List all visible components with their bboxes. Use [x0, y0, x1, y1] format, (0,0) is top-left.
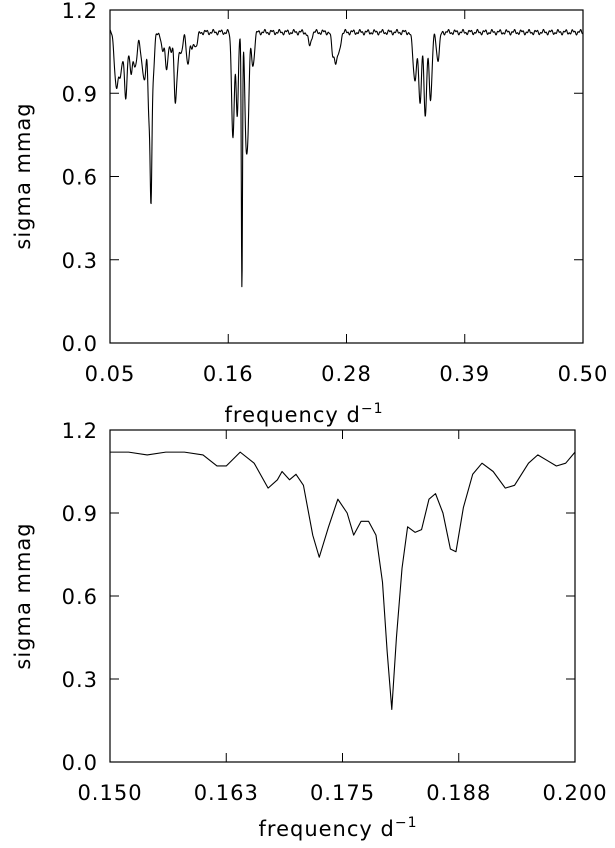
- series-line: [109, 28, 584, 288]
- bottom-chart-panel: sigma mmag frequency d−1 0.150 0.163 0.175…: [11, 419, 607, 841]
- y-tick-label: 0.9: [62, 502, 98, 526]
- y-tick-label: 0.3: [62, 668, 98, 692]
- y-tick-label: 1.2: [62, 0, 98, 23]
- y-tick-label: 0.3: [62, 249, 98, 273]
- series-line: [110, 451, 576, 710]
- y-tick-label: 0.0: [62, 751, 98, 775]
- x-tick-label: 0.175: [310, 781, 375, 805]
- plot-frame: [109, 9, 584, 344]
- y-tick-label: 0.0: [62, 332, 98, 356]
- x-tick-label: 0.150: [77, 781, 142, 805]
- top-xlabel: frequency d−1: [225, 401, 384, 427]
- top-chart-panel: sigma mmag frequency d−1 0.05 0.16 0.28 0.3…: [11, 0, 609, 427]
- x-tick-label: 0.200: [542, 781, 607, 805]
- x-tick-label: 0.28: [321, 362, 372, 386]
- x-tick-label: 0.39: [439, 362, 490, 386]
- x-tick-label: 0.05: [85, 362, 136, 386]
- x-tick-label: 0.50: [558, 362, 609, 386]
- y-tick-label: 0.9: [62, 82, 98, 106]
- bottom-ylabel: sigma mmag: [11, 522, 35, 669]
- y-tick-label: 0.6: [62, 585, 98, 609]
- plot-frame: [109, 429, 576, 763]
- x-tick-label: 0.188: [426, 781, 491, 805]
- y-tick-label: 1.2: [62, 419, 98, 443]
- y-tick-label: 0.6: [62, 166, 98, 190]
- bottom-xlabel: frequency d−1: [259, 815, 418, 841]
- top-ylabel: sigma mmag: [11, 102, 35, 249]
- x-tick-label: 0.16: [203, 362, 254, 386]
- x-tick-label: 0.163: [194, 781, 259, 805]
